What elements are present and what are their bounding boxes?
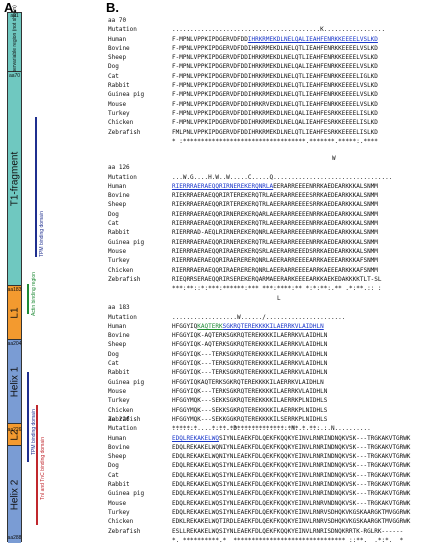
seq-row: Zebrafish FMLPNLVPPKIPDGERVDFDDIHRKRMEKDL… [108, 128, 378, 136]
seq-row: Rabbit RIERRRAD-AEQLRIRNEREKERQNRLAEERARR… [108, 229, 378, 237]
seq-row: Bovine RIEKRRAERAEQQRIRTEREKERQTRLAEERARR… [108, 192, 378, 200]
seq-row: Rabbit F-MPNLVPPKIPDGERVDFDDIHRKRMEKDLNEL… [108, 82, 378, 90]
mutation-row: Mutation ..................W....../......… [108, 313, 346, 321]
seq-row: Cat HFGGYIQK---TERKSGKRQTEREKKKKILAERRKVL… [108, 360, 328, 368]
tpm-binding-label-1: TPM binding domain [39, 211, 45, 257]
seq-row: Dog EDQLREKAKELWQSIYNLEAEKFDLQEKFKQQKYEIN… [108, 462, 411, 470]
aa-mark-183: aa183 [7, 287, 22, 293]
aa-mark-204: aa204 [7, 341, 22, 347]
seq-row: Dog RIERRRAERAEQQRIRNEREKERQARLAEERARREEE… [108, 210, 378, 218]
segment-l1: L1 [8, 286, 21, 340]
seq-row: Human RIERRRAERAEQQRIRNEREKERQNRLA EERARRE… [108, 182, 378, 190]
aa-position: aa 226 [108, 416, 130, 423]
tni-tnc-binding-label: TnI and TnC binding domain [40, 436, 46, 500]
seq-row: Sheep F-MPNLVPPKIPDGERVDFDDIHRKRMEKDLNELQ… [108, 54, 378, 62]
aa-mark-1: aa1 [10, 13, 19, 19]
mutation-top-row: L [277, 295, 281, 302]
seq-row: Human EDQLREKAKELWQ SIYNLEAEKFDLQEKFKQQKYE… [108, 434, 411, 442]
seq-row: Turkey HFGGYMQK---SEKKSGKRQTEREKKKKILAERR… [108, 397, 328, 405]
seq-row: Human F-MPNLVPPKIPDGERVDFDD IHRKRMEKDLNELQ… [108, 35, 378, 43]
conservation-row: *****:* *:**.***************:*** * **: : [172, 425, 328, 433]
mutation-row: Mutation ...W.G....H.W..W.....C.....Q....… [108, 173, 393, 181]
segment-helix-1: Helix 1 [8, 340, 21, 424]
seq-row: Bovine EDQLREKAKELWQNIYNLEAEKFDLQEKFKQQKY… [108, 443, 411, 451]
seq-row: Sheep RIEKRRAERAEQQRIRTEREKERQTRLAEERARRE… [108, 201, 378, 209]
alignment-block-1: aa 70 Mutation..........................… [108, 16, 385, 146]
segment-l1-label: L1 [9, 306, 20, 319]
panel-b-label: B. [106, 0, 119, 15]
segment-helix-2-label: Helix 2 [9, 479, 20, 510]
segment-l2: L2 [8, 424, 21, 446]
seq-row: Turkey RIERRRAERAEQQRIRAERERERQNRLAEERARR… [108, 257, 378, 265]
actin-binding-line [27, 284, 29, 314]
seq-row: Zebrafish HFGGYMQK---SEKKGGKRQTEREKKKKILS… [108, 415, 328, 423]
segment-t1-fragment-label: T1-fragment [9, 151, 20, 206]
aa-mark-288: aa288 [7, 535, 22, 541]
aa-position: aa 70 [108, 17, 127, 24]
seq-row: Chicken HFGGYMQK---SEKKSGKRQTEREKKKKILAER… [108, 406, 328, 414]
alignment-block-3: L aa 183 Mutation ..................W....… [108, 294, 345, 433]
aa-position: aa 126 [108, 164, 130, 172]
seq-row: Turkey F-MPNLVPPKIPDGERVDFDDIHRKRMEKDLNEL… [108, 109, 378, 117]
seq-row: Dog F-MPNLVPPKIPDGERVDFDDIHRKRMEKDLNELQAL… [108, 63, 378, 71]
segment-hypervariable: Hypervariable region (not shown) [8, 5, 21, 79]
seq-row: Rabbit EDQLREKAKELWQSIYNLEAEKFDLQEKFKQQKY… [108, 481, 411, 489]
seq-row: Guinea pig EDQLREKAKELWQSIYNLEAEKFDLQEKFK… [108, 490, 411, 498]
seq-row: Bovine HFGGYIQK-AQTERKSGKRQTEREKKKKILAERR… [108, 332, 328, 340]
conservation-row: ***:**::*:***:******:*** ***:****:** *:*… [172, 285, 382, 293]
seq-row: Mouse F-MPNLVPPKIPDGERVDFDDIHRKRVEKDLNELQ… [108, 100, 378, 108]
seq-row: Mouse EDQLREKAKELWQSIYNLEAEKFDLQEKFKQQKYE… [108, 499, 411, 507]
seq-row: Guinea pig RIERRRAERAEQQRIRNEREKERQTRLAEE… [108, 238, 378, 246]
actin-binding-label: Actin binding region [31, 272, 37, 316]
alignment-block-2: W aa 126 Mutation ...W.G....H.W..W.....C.… [108, 154, 392, 293]
seq-row: Dog HFGGYIQK---TERKSGKRQTEREKKKKILAERRKVL… [108, 350, 328, 358]
seq-row: Cat RIERRRAERAEQQRIRNEREKERQTRLAEERARREEE… [108, 220, 378, 228]
domain-bar: Hypervariable region (not shown) T1-frag… [7, 5, 22, 543]
seq-row: Zebrafish RIEQRRSERAEQQRIRSEREKERQARMAEER… [108, 275, 382, 283]
seq-row: Chicken EDKLREKAKELWQTIRDLEAEKFDLQEKFKQQK… [108, 518, 411, 526]
seq-row: Cat F-MPNLVPPKIPDGERVDFDDIHRKRMEKDLNELQTL… [108, 72, 378, 80]
aa-position: aa 183 [108, 304, 130, 312]
seq-row: Cat EDQLREKAKELWQSIYNLEAEKFDLQEKFKQQKYEIN… [108, 471, 411, 479]
segment-t1-fragment: T1-fragment [8, 72, 21, 286]
seq-row: Sheep EDQLREKAKELWQNIYNLEAEKFDLQEKFKQQKYE… [108, 453, 411, 461]
tpm-binding-line-1 [35, 117, 37, 257]
seq-row: Mouse RIERRRAERAEQQRIRAEREKERQSRLAEERARRE… [108, 247, 378, 255]
tni-tnc-binding-line [36, 405, 38, 525]
conservation-row: *. **********.* ************************… [172, 536, 407, 544]
aa-mark-226: aa226 [7, 427, 22, 433]
seq-row: Mouse HFGGYIQK---TERKSGKRQTEREKKKKILAERRK… [108, 387, 328, 395]
panel-a-label: A. [4, 0, 17, 15]
segment-helix-2: Helix 2 [8, 446, 21, 543]
seq-row: Guinea pig F-MPNLVPPKIPDGERVDFDDIHRKRMEKD… [108, 91, 378, 99]
seq-row: Chicken RIERRRAERAEQQRIRAERERERQNRLAEERAR… [108, 266, 378, 274]
seq-row: Sheep HFGGYIQK-AQTERKSGKRQTEREKKKKILAERRK… [108, 341, 328, 349]
conservation-row: * :**********************************.**… [172, 137, 378, 145]
seq-row: Bovine F-MPNLVPPKIPDGERVDFDDIHRKRMEKDLNEL… [108, 44, 378, 52]
segment-helix-1-label: Helix 1 [9, 366, 20, 397]
seq-row: Zebrafish ESLLREKAKELWQSIYNLEAEKFDLQEKFKQ… [108, 527, 404, 535]
tpm-binding-line-2 [27, 372, 29, 462]
seq-row: Turkey EDQLREKAKELWQSIYNLEAEKFDLQEKFKQQKY… [108, 508, 411, 516]
seq-row: Rabbit HFGGYIQK---TERKSGKRQTEREKKKKILAERR… [108, 369, 328, 377]
seq-row: Human HFGGYIQ KAQTERK SGKRQTEREKKKKILAERRKV… [108, 322, 324, 330]
mutation-row: Mutation .................D..............… [108, 425, 371, 433]
seq-row: Guinea pig HFGGYIQKAQTERKSGKRQTEREKKKKILA… [108, 378, 324, 386]
aa-mark-70: aa70 [8, 73, 21, 79]
mutation-row: Mutation................................… [108, 26, 386, 34]
alignment-block-4: aa 226 Mutation .................D.......… [108, 415, 410, 545]
mutation-top-row: W [332, 155, 336, 162]
seq-row: Chicken F-MPNLVPPKIPDGERVDFDDIHRKRMEKDLNE… [108, 119, 378, 127]
